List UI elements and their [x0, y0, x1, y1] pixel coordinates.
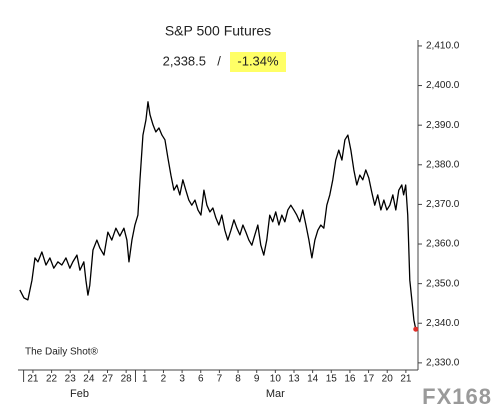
x-tick-label: 10: [270, 374, 282, 385]
y-tick-label: 2,400.0: [426, 80, 460, 91]
x-tick-label: 8: [235, 374, 241, 385]
chart-title: S&P 500 Futures: [165, 23, 271, 39]
change-label: -1.34%: [237, 53, 279, 68]
x-tick-label: 27: [102, 374, 114, 385]
x-tick-label: 17: [363, 374, 375, 385]
x-tick-label: 24: [83, 374, 95, 385]
x-tick-label: 20: [382, 374, 394, 385]
x-tick-label: 6: [198, 374, 204, 385]
x-tick-label: 2: [161, 374, 167, 385]
x-tick-label: 13: [288, 374, 300, 385]
last-point: [413, 326, 419, 332]
month-label: Feb: [70, 388, 89, 400]
y-tick-label: 2,360.0: [426, 239, 460, 250]
x-tick-label: 22: [46, 374, 58, 385]
y-tick-label: 2,370.0: [426, 199, 460, 210]
x-tick-label: 1: [142, 374, 148, 385]
y-tick-label: 2,390.0: [426, 120, 460, 131]
separator: /: [217, 53, 221, 68]
y-tick-label: 2,410.0: [426, 41, 460, 52]
price-line: [19, 101, 417, 330]
x-tick-label: 21: [400, 374, 412, 385]
x-tick-label: 14: [307, 374, 319, 385]
change-highlight: [230, 52, 286, 72]
logo: FX168: [422, 384, 492, 409]
source-note: The Daily Shot®: [25, 347, 99, 358]
month-label: Mar: [266, 388, 285, 400]
x-tick-label: 21: [27, 374, 39, 385]
y-tick-label: 2,350.0: [426, 278, 460, 289]
x-tick-label: 3: [179, 374, 185, 385]
y-tick-label: 2,380.0: [426, 159, 460, 170]
x-tick-label: 28: [121, 374, 133, 385]
last-value: 2,338.5: [163, 53, 206, 68]
x-tick-label: 15: [326, 374, 338, 385]
y-tick-label: 2,340.0: [426, 318, 460, 329]
x-tick-label: 7: [217, 374, 223, 385]
x-tick-label: 16: [344, 374, 356, 385]
y-tick-label: 2,330.0: [426, 358, 460, 369]
x-tick-label: 9: [254, 374, 260, 385]
x-tick-label: 23: [65, 374, 77, 385]
